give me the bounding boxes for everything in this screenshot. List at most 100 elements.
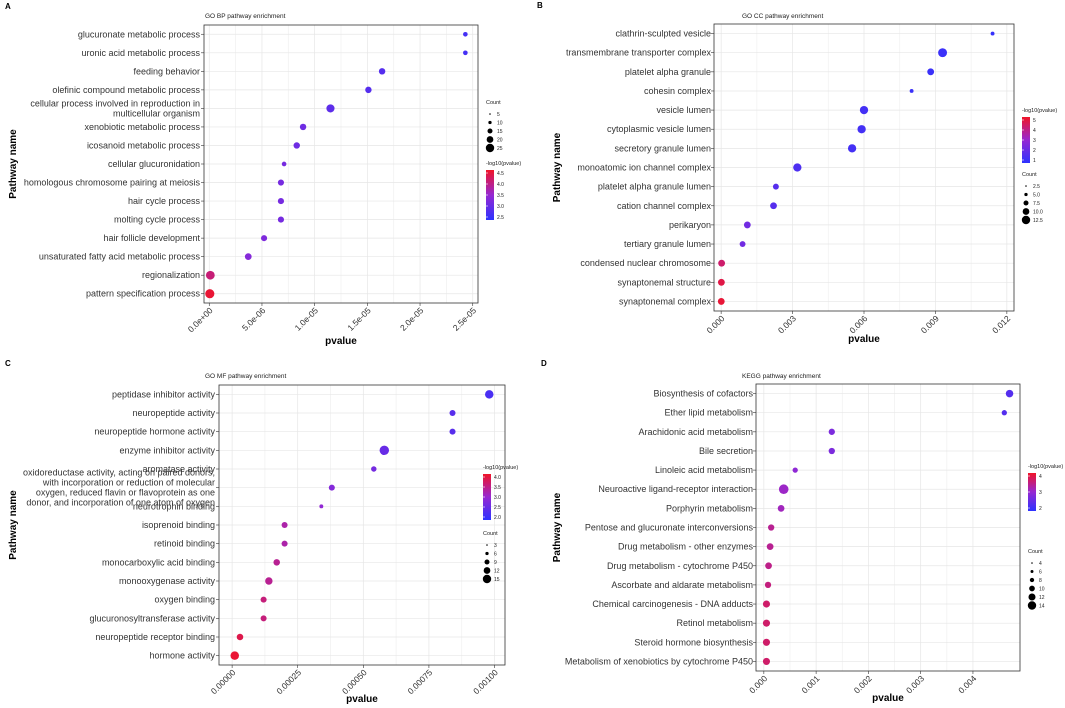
category-label-line: perikaryon	[669, 220, 711, 230]
category-label-line: icosanoid metabolic process	[87, 140, 201, 150]
category-label: cation channel complex	[617, 201, 712, 211]
category-label-line: cellular process involved in reproductio…	[30, 98, 200, 108]
category-label-line: feeding behavior	[133, 66, 200, 76]
color-legend-tick: 2.5	[497, 215, 504, 221]
data-point	[205, 270, 215, 280]
data-point	[717, 298, 725, 305]
category-label-line: oxygen, reduced flavin or flavoprotein a…	[36, 488, 215, 498]
category-label-line: Linoleic acid metabolism	[655, 465, 753, 475]
color-legend-tick: 3.0	[497, 204, 504, 210]
size-legend-tick: 6	[494, 552, 497, 558]
data-point	[828, 447, 835, 455]
size-legend-dot	[1024, 192, 1028, 197]
x-tick-label: 5.0e-06	[240, 305, 268, 333]
category-label: Porphyrin metabolism	[666, 503, 753, 513]
category-label-line: Metabolism of xenobiotics by cytochrome …	[565, 656, 753, 666]
category-label-line: platelet alpha granule	[625, 67, 711, 77]
x-tick-label: 0.003	[904, 673, 926, 695]
data-point	[485, 390, 494, 399]
category-label: enzyme inhibitor activity	[119, 445, 215, 455]
data-point	[990, 31, 995, 36]
color-legend-tick: 4.0	[497, 182, 504, 188]
y-axis-title: Pathway name	[8, 129, 19, 199]
size-legend-tick: 12.5	[1033, 218, 1043, 224]
color-legend-tick: 3	[1039, 490, 1042, 496]
category-label-line: Pentose and glucuronate interconversions	[585, 523, 754, 533]
x-tick-label: 0.00100	[471, 667, 500, 696]
size-legend-dot	[489, 113, 491, 115]
category-label-line: Drug metabolism - cytochrome P450	[607, 561, 753, 571]
size-legend-dot	[484, 559, 490, 565]
data-point	[281, 161, 287, 167]
data-point	[927, 68, 935, 76]
category-label-line: isoprenoid binding	[142, 520, 215, 530]
x-tick-label: 0.000	[704, 313, 726, 335]
x-tick-label: 2.0e-05	[398, 305, 426, 333]
color-legend-tick: 3.5	[497, 193, 504, 199]
data-point	[1001, 410, 1007, 416]
category-label-line: retinoid binding	[154, 539, 215, 549]
category-label: platelet alpha granule	[625, 67, 711, 77]
category-label-line: multicellular organism	[113, 108, 200, 118]
x-tick-label: 0.00075	[406, 667, 435, 696]
x-tick-label: 0.00025	[274, 667, 303, 696]
size-legend-dot	[1025, 185, 1027, 187]
category-label-line: peptidase inhibitor activity	[112, 389, 216, 399]
size-legend-tick: 12	[1039, 595, 1045, 601]
color-bar	[483, 474, 491, 520]
data-points	[717, 31, 995, 305]
data-point	[293, 142, 300, 149]
category-label: Retinol metabolism	[676, 618, 753, 628]
size-legend-tick: 8	[1039, 578, 1042, 584]
category-label-line: Ascorbate and aldarate metabolism	[611, 580, 753, 590]
category-label: hormone activity	[149, 651, 215, 661]
size-legend-dot	[487, 128, 493, 134]
size-legend-tick: 5.0	[1033, 193, 1040, 199]
data-point	[772, 183, 779, 190]
data-point	[244, 253, 252, 261]
data-point	[792, 467, 798, 473]
x-tick-label: 0.009	[919, 313, 941, 335]
data-point	[299, 123, 307, 131]
size-legend-title: Count	[483, 531, 498, 537]
size-legend: Count 2.5 5.0 7.5 10.0 12.5	[1021, 172, 1043, 225]
data-point	[770, 202, 777, 210]
data-point	[793, 163, 802, 172]
data-point	[777, 505, 785, 512]
size-legend-tick: 4	[1039, 561, 1042, 567]
category-label-line: olefinic compound metabolic process	[52, 85, 200, 95]
category-label-line: transmembrane transporter complex	[566, 48, 712, 58]
category-label: oxidoreductase activity, acting on paire…	[23, 468, 215, 508]
data-point	[778, 484, 789, 495]
category-label: uronic acid metabolic process	[81, 48, 200, 58]
data-point	[277, 197, 285, 205]
category-label: Steroid hormone biosynthesis	[634, 637, 753, 647]
category-label-line: hair cycle process	[128, 196, 201, 206]
category-label-line: neuropeptide receptor binding	[95, 632, 215, 642]
data-points	[230, 390, 494, 660]
size-legend: Count 3 6 9 12 15	[482, 531, 500, 584]
category-label-line: neuropeptide hormone activity	[94, 427, 215, 437]
size-legend-title: Count	[486, 100, 501, 106]
size-legend-dot	[488, 120, 492, 125]
data-point	[859, 105, 869, 115]
data-point	[909, 89, 914, 93]
chart-title: KEGG pathway enrichment	[742, 373, 821, 380]
category-label-line: Retinol metabolism	[676, 618, 753, 628]
chart-title: GO CC pathway enrichment	[742, 13, 823, 20]
chart-title: GO BP pathway enrichment	[205, 13, 286, 20]
category-label-line: hormone activity	[149, 651, 215, 661]
size-legend-dot	[1023, 200, 1029, 206]
category-label: hair cycle process	[128, 196, 201, 206]
category-label: regionalization	[142, 270, 200, 280]
panel-a: A GO BP pathway enrichment glucuronate met…	[5, 2, 521, 347]
category-label-line: aromatase activity	[142, 464, 215, 474]
category-label: monocarboxylic acid binding	[102, 557, 215, 567]
x-tick-label: 0.002	[852, 673, 874, 695]
color-bar	[486, 170, 494, 220]
category-label: cellular process involved in reproductio…	[30, 98, 200, 118]
data-point	[260, 235, 268, 242]
category-label: clathrin-sculpted vesicle	[615, 29, 711, 39]
data-point	[326, 104, 335, 113]
